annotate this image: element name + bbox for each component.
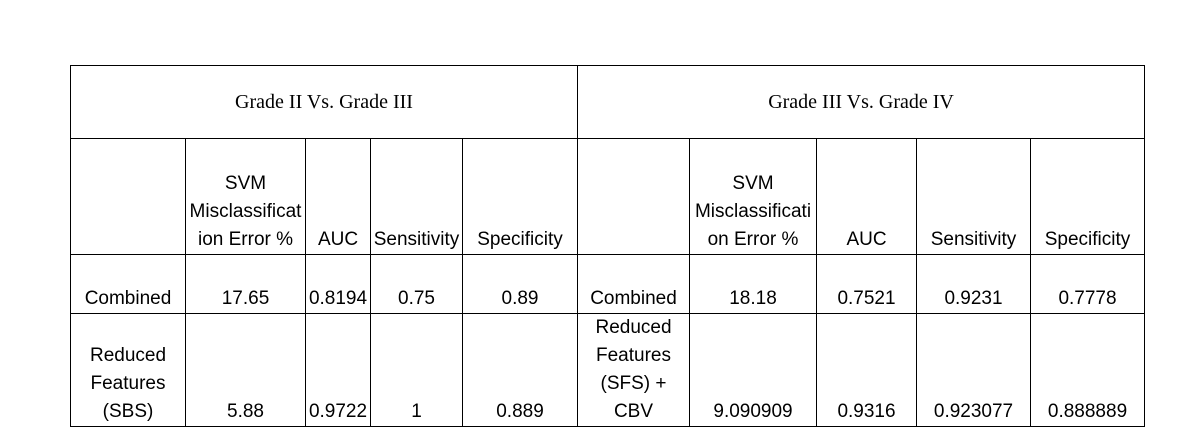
data-cell: 0.9231 bbox=[916, 254, 1031, 314]
header-cell bbox=[70, 138, 186, 255]
column-header: Specificity bbox=[462, 138, 578, 255]
table-wrap: Grade II Vs. Grade III Grade III Vs. Grad… bbox=[70, 65, 1146, 427]
data-row: Reduced Features (SBS) 5.88 0.9722 1 0.889 Re… bbox=[70, 313, 1146, 427]
data-cell: 0.8194 bbox=[305, 254, 371, 314]
header-row: SVM Misclassification Error % AUC Sensitiv… bbox=[70, 138, 1146, 255]
data-cell: 17.65 bbox=[185, 254, 306, 314]
group-title: Grade III Vs. Grade IV bbox=[576, 65, 1146, 139]
data-cell: 1 bbox=[370, 313, 463, 427]
header-cell bbox=[577, 138, 690, 255]
data-cell: 0.7521 bbox=[816, 254, 917, 314]
row-label: Reduced Features (SBS) bbox=[70, 313, 186, 427]
data-cell: 9.090909 bbox=[689, 313, 817, 427]
group-title: Grade II Vs. Grade III bbox=[70, 65, 578, 139]
data-cell: 0.89 bbox=[462, 254, 578, 314]
data-cell: 0.75 bbox=[370, 254, 463, 314]
data-row: Combined 17.65 0.8194 0.75 0.89 Combined 18.18… bbox=[70, 254, 1146, 314]
data-cell: 0.889 bbox=[462, 313, 578, 427]
row-label: Combined bbox=[577, 254, 690, 314]
column-header: SVM Misclassification Error % bbox=[689, 138, 817, 255]
data-cell: 0.9316 bbox=[816, 313, 917, 427]
column-header: Specificity bbox=[1029, 138, 1146, 255]
column-header: AUC bbox=[816, 138, 917, 255]
column-header: Sensitivity bbox=[916, 138, 1031, 255]
group-row: Grade II Vs. Grade III Grade III Vs. Grad… bbox=[70, 65, 1146, 139]
column-header: AUC bbox=[305, 138, 371, 255]
data-cell: 0.888889 bbox=[1029, 313, 1146, 427]
data-cell: 18.18 bbox=[689, 254, 817, 314]
row-label: Combined bbox=[70, 254, 186, 314]
data-cell: 0.7778 bbox=[1029, 254, 1146, 314]
data-cell: 5.88 bbox=[185, 313, 306, 427]
data-cell: 0.923077 bbox=[916, 313, 1031, 427]
column-header: SVM Misclassification Error % bbox=[185, 138, 306, 255]
column-header: Sensitivity bbox=[370, 138, 463, 255]
data-cell: 0.9722 bbox=[305, 313, 371, 427]
row-label: Reduced Features (SFS) + CBV bbox=[577, 313, 690, 427]
results-table: Grade II Vs. Grade III Grade III Vs. Grad… bbox=[70, 65, 1146, 427]
